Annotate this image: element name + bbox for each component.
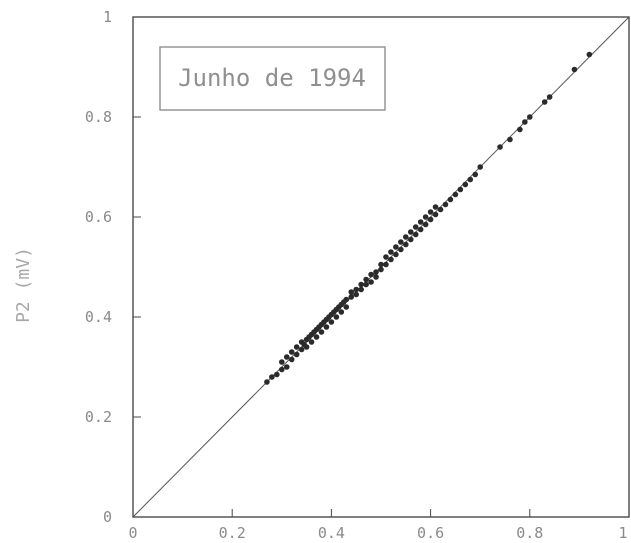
data-point	[288, 356, 295, 363]
data-point	[586, 51, 593, 58]
data-point	[373, 274, 379, 280]
data-point	[403, 234, 409, 240]
data-point	[412, 224, 419, 230]
data-point	[323, 324, 330, 330]
y-axis: 0 0.2 0.4 0.6 0.8 1	[85, 8, 141, 526]
data-point	[343, 296, 350, 303]
data-point	[398, 239, 404, 245]
data-point	[388, 256, 394, 263]
plot-frame	[132, 16, 630, 518]
data-point	[541, 99, 548, 105]
y-axis-title: P2 (mV)	[13, 247, 34, 323]
data-point	[283, 354, 290, 360]
data-point	[283, 364, 290, 370]
x-tick-label: 0.2	[219, 524, 246, 542]
data-point	[398, 246, 404, 253]
data-point	[343, 304, 350, 310]
data-point	[318, 329, 325, 335]
data-point	[447, 196, 454, 203]
x-tick-label: 0	[128, 524, 137, 542]
data-point	[417, 226, 424, 233]
data-point	[358, 286, 364, 293]
data-point	[279, 359, 285, 365]
data-point	[353, 286, 360, 293]
data-point	[467, 176, 474, 183]
data-point	[457, 186, 464, 193]
data-point	[363, 276, 369, 283]
data-point	[462, 181, 469, 188]
x-axis: 0 0.2 0.4 0.6 0.8 1	[128, 509, 630, 542]
x-tick-label: 0.6	[417, 524, 444, 542]
data-point	[264, 379, 270, 385]
x-tick-label: 0.4	[318, 524, 345, 542]
data-point	[298, 346, 305, 353]
data-point	[432, 211, 439, 218]
data-point	[313, 334, 320, 340]
data-point	[452, 191, 459, 198]
data-point	[378, 266, 384, 273]
data-point	[293, 344, 300, 350]
data-point	[507, 136, 513, 143]
data-point	[363, 281, 369, 288]
data-point	[477, 164, 484, 170]
data-points	[264, 51, 593, 385]
data-point	[269, 374, 275, 380]
data-point	[522, 119, 528, 125]
data-point	[293, 351, 300, 358]
data-point	[427, 216, 434, 223]
data-point	[393, 244, 399, 250]
chart-title: Junho de 1994	[178, 64, 366, 92]
data-point	[432, 204, 439, 210]
data-point	[308, 339, 315, 345]
data-point	[358, 281, 364, 288]
data-point	[472, 171, 479, 178]
data-point	[393, 251, 399, 258]
y-tick-label: 0.6	[85, 208, 112, 226]
y-tick-label: 0	[103, 508, 112, 526]
data-point	[348, 294, 355, 300]
data-point	[274, 371, 280, 378]
x-tick-label: 1	[618, 524, 627, 542]
data-point	[571, 66, 578, 73]
data-point	[417, 219, 424, 225]
data-point	[368, 271, 374, 278]
data-point	[383, 261, 389, 268]
y-tick-label: 0.4	[85, 308, 112, 326]
data-point	[388, 249, 394, 255]
data-point	[497, 144, 503, 150]
x-tick-label: 0.8	[516, 524, 543, 542]
data-point	[378, 261, 384, 268]
data-point	[403, 241, 409, 248]
data-point	[412, 231, 419, 238]
data-point	[442, 201, 449, 208]
y-tick-label: 0.2	[85, 408, 112, 426]
data-point	[407, 236, 414, 243]
data-point	[288, 349, 295, 355]
data-point	[333, 314, 340, 320]
data-point	[303, 344, 310, 350]
data-point	[427, 209, 434, 215]
data-point	[527, 114, 533, 120]
data-point	[368, 279, 374, 285]
data-point	[546, 94, 553, 100]
y-tick-label: 1	[103, 8, 112, 26]
data-point	[338, 309, 345, 315]
data-point	[407, 229, 414, 235]
data-point	[517, 126, 523, 133]
data-point	[348, 289, 355, 295]
y-tick-label: 0.8	[85, 108, 112, 126]
data-point	[328, 319, 335, 325]
data-point	[422, 214, 429, 220]
data-point	[373, 269, 379, 275]
title-box	[159, 46, 386, 111]
data-point	[279, 366, 285, 373]
data-point	[437, 206, 444, 213]
data-point	[422, 221, 429, 228]
data-point	[383, 254, 389, 260]
data-point	[353, 291, 360, 298]
